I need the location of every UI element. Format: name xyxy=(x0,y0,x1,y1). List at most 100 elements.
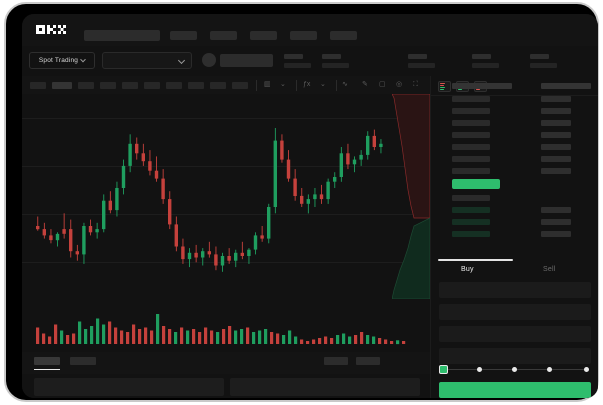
bottom-action-1[interactable] xyxy=(324,357,348,365)
stat-volume-24h xyxy=(530,54,557,68)
orderbook-ask-row[interactable] xyxy=(452,144,490,150)
stat-value xyxy=(322,63,349,68)
search-input[interactable] xyxy=(84,30,160,41)
indicator-icon[interactable]: ƒx xyxy=(303,81,311,88)
place-buy-order-button[interactable] xyxy=(439,382,591,398)
orderbook-ask-row-size[interactable] xyxy=(541,96,571,102)
tool-30m[interactable] xyxy=(100,82,116,89)
chevron-down-icon[interactable]: ⌄ xyxy=(280,81,286,88)
orderbook-bid-row-size[interactable] xyxy=(541,231,571,237)
market-type-dropdown[interactable]: Spot Trading xyxy=(29,52,95,69)
tab-order-history[interactable] xyxy=(70,357,96,365)
order-amount-field[interactable] xyxy=(439,304,591,320)
bottom-panel-right[interactable] xyxy=(230,378,420,396)
nav-item-5[interactable] xyxy=(330,31,357,40)
tool-more[interactable] xyxy=(232,82,248,89)
orderbook-bid-row[interactable] xyxy=(452,207,490,213)
stat-high-24h xyxy=(408,54,435,68)
market-depth-overlay xyxy=(392,94,430,299)
orderbook-column-header-left xyxy=(452,83,512,89)
orderbook-bid-row[interactable] xyxy=(452,219,490,225)
okx-logo-icon xyxy=(36,25,66,34)
order-form-tabs: Buy Sell xyxy=(431,258,598,282)
chevron-down-icon[interactable]: ⌄ xyxy=(320,81,326,88)
orderbook-bid-row[interactable] xyxy=(452,231,490,237)
volume-series xyxy=(36,314,406,345)
orderbook-bid-row-size[interactable] xyxy=(541,219,571,225)
slider-stop-75[interactable] xyxy=(547,367,552,372)
orderbook-ask-row[interactable] xyxy=(452,168,490,174)
toolbar-divider xyxy=(336,80,337,91)
orderbook-bid-row-size[interactable] xyxy=(541,207,571,213)
nav-item-3[interactable] xyxy=(250,31,277,40)
orderbook-ask-row[interactable] xyxy=(452,156,490,162)
stat-label xyxy=(530,54,549,59)
tool-1d[interactable] xyxy=(166,82,182,89)
okx-logo[interactable] xyxy=(36,25,66,35)
nav-item-1[interactable] xyxy=(170,31,197,40)
tab-buy[interactable]: Buy xyxy=(461,266,474,273)
orderbook-ask-row[interactable] xyxy=(452,108,490,114)
order-total-field[interactable] xyxy=(439,326,591,342)
tool-5m[interactable] xyxy=(52,82,72,89)
orderbook-ask-row[interactable] xyxy=(452,132,490,138)
orderbook-ask-row-size[interactable] xyxy=(541,120,571,126)
amount-percent-slider[interactable] xyxy=(439,364,591,376)
tool-1mo[interactable] xyxy=(210,82,226,89)
stat-low-24h xyxy=(472,54,499,68)
line-chart-icon[interactable]: ∿ xyxy=(342,81,348,88)
tool-1w[interactable] xyxy=(188,82,204,89)
tab-open-orders[interactable] xyxy=(34,357,60,365)
orderbook-and-form-column: Buy Sell xyxy=(430,76,598,398)
nav-item-2[interactable] xyxy=(210,31,237,40)
stat-label xyxy=(472,54,491,59)
trading-pair-dropdown[interactable] xyxy=(102,52,192,69)
chart-gridline xyxy=(22,166,430,167)
market-type-label: Spot Trading xyxy=(38,57,79,64)
slider-stop-100[interactable] xyxy=(584,367,589,372)
fullscreen-icon[interactable]: ⛶ xyxy=(413,81,418,88)
price-chart[interactable] xyxy=(22,94,430,302)
screen-bezel: Spot Trading xyxy=(4,2,599,402)
orderbook-ask-row-size[interactable] xyxy=(541,108,571,114)
slider-stop-50[interactable] xyxy=(512,367,517,372)
orderbook-ask-row-size[interactable] xyxy=(541,132,571,138)
camera-icon[interactable]: ▢ xyxy=(379,81,386,88)
toolbar-divider xyxy=(256,80,257,91)
volume-chart xyxy=(22,302,430,352)
coin-avatar xyxy=(202,53,216,67)
stat-change-24h xyxy=(322,54,349,68)
candlestick-series xyxy=(36,128,383,272)
tool-1m[interactable] xyxy=(30,82,46,89)
orderbook-ask-row[interactable] xyxy=(452,96,490,102)
tool-15m[interactable] xyxy=(78,82,94,89)
ob-view-both-icon[interactable] xyxy=(438,81,451,92)
tab-sell[interactable]: Sell xyxy=(543,266,556,273)
bottom-panel-left[interactable] xyxy=(34,378,224,396)
bottom-action-2[interactable] xyxy=(356,357,380,365)
nav-item-4[interactable] xyxy=(290,31,317,40)
orderbook-bid-row[interactable] xyxy=(452,195,490,201)
orderbook-ask-row-size[interactable] xyxy=(541,144,571,150)
tool-4h[interactable] xyxy=(144,82,160,89)
orderbook-ask-row-size[interactable] xyxy=(541,156,571,162)
orderbook-ask-row[interactable] xyxy=(452,120,490,126)
stat-label xyxy=(322,54,341,59)
slider-stop-25[interactable] xyxy=(477,367,482,372)
order-price-field[interactable] xyxy=(439,282,591,298)
candle-type-icon[interactable]: ▥ xyxy=(264,81,271,88)
slider-handle[interactable] xyxy=(439,365,448,374)
order-extra-field[interactable] xyxy=(439,348,591,364)
orders-panel xyxy=(22,374,430,398)
ticker-bar: Spot Trading xyxy=(22,46,598,76)
settings-icon[interactable]: ◎ xyxy=(396,81,403,88)
chart-gridline xyxy=(22,214,430,215)
stat-value xyxy=(408,63,435,68)
chart-gridline xyxy=(22,118,430,119)
tool-1h[interactable] xyxy=(122,82,138,89)
stat-last-price xyxy=(284,54,311,68)
pencil-icon[interactable]: ✎ xyxy=(362,81,368,88)
chart-gridline xyxy=(22,262,430,263)
orderbook-ask-row-size[interactable] xyxy=(541,168,571,174)
